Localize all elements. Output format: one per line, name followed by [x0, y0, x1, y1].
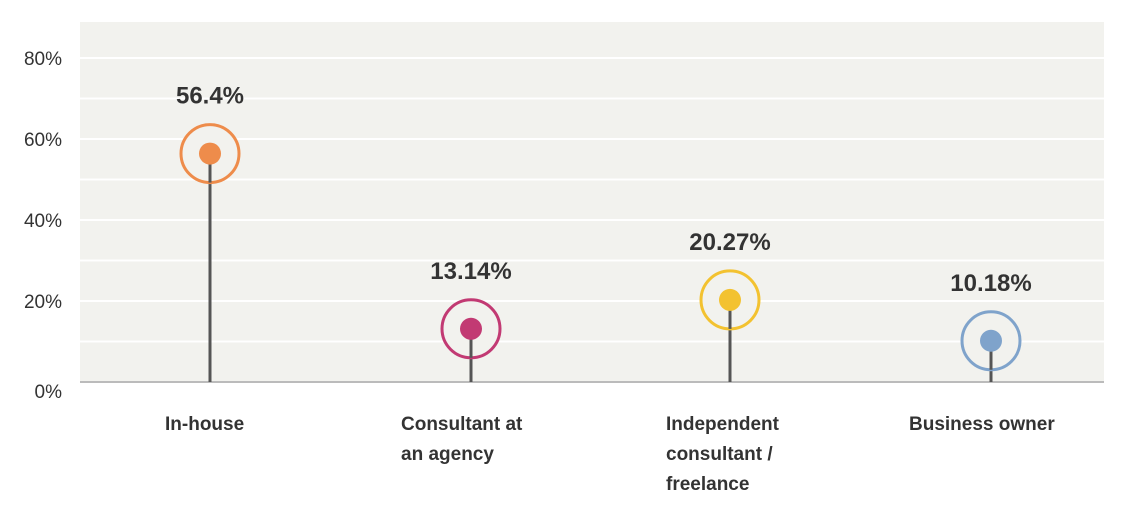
lollipop-dot	[199, 142, 221, 165]
category-label-business-owner: Business owner	[909, 414, 1055, 435]
y-tick-label: 80%	[24, 49, 62, 70]
value-label: 20.27%	[689, 229, 770, 256]
value-label: 56.4%	[176, 83, 244, 110]
lollipop-dot	[980, 329, 1002, 352]
y-tick-label: 60%	[24, 130, 62, 151]
y-tick-label: 20%	[24, 292, 62, 313]
value-label: 10.18%	[950, 270, 1031, 297]
lollipop-dot	[719, 288, 741, 311]
lollipop-marks: 56.4% 13.14% 20.27% 10.18%	[176, 83, 1032, 382]
value-label: 13.14%	[430, 258, 511, 285]
y-tick-label: 0%	[35, 382, 63, 403]
y-tick-label: 40%	[24, 211, 62, 232]
category-label-in-house: In-house	[165, 414, 245, 435]
plot-background	[80, 22, 1104, 382]
lollipop-dot	[460, 317, 482, 340]
category-label-independent-consultant: Independent consultant / freelance	[666, 414, 779, 495]
gridlines	[80, 57, 1104, 343]
category-label-consultant-agency: Consultant at an agency	[401, 414, 523, 465]
y-axis-ticks: 0% 20% 40% 60% 80%	[24, 49, 62, 403]
